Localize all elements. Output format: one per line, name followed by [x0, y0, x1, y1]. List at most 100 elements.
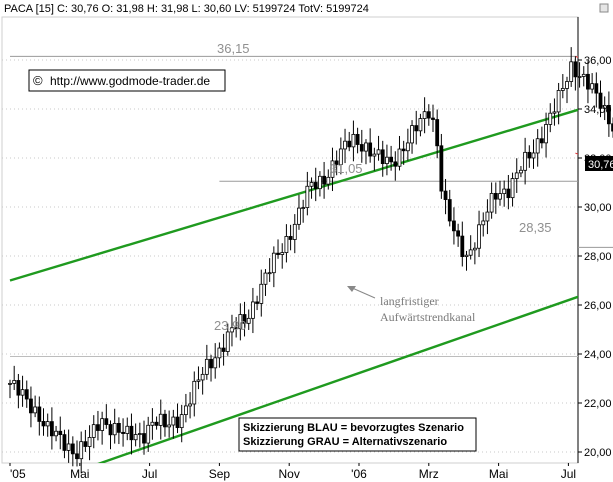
y-tick-label: 24,00 — [584, 349, 612, 361]
candle-body — [519, 169, 523, 174]
candle-body — [251, 301, 255, 319]
candle-body — [456, 230, 461, 237]
candle-body — [8, 382, 12, 385]
x-tick-label: '05 — [10, 467, 26, 481]
y-tick-label: 20,00 — [584, 447, 612, 459]
candle-body — [330, 160, 335, 178]
candle-body — [548, 112, 553, 125]
candle-body — [334, 160, 339, 165]
candle-body — [301, 207, 306, 209]
candle-body — [58, 430, 63, 436]
candle-body — [305, 185, 310, 208]
candle-body — [29, 398, 33, 414]
arrow-head-icon — [347, 286, 356, 292]
candle-body — [37, 406, 42, 422]
candle-body — [150, 421, 155, 426]
candle-body — [594, 83, 599, 94]
candle-body — [79, 441, 84, 460]
candle-body — [481, 220, 486, 226]
candle-body — [112, 423, 117, 436]
candle-body — [368, 142, 373, 157]
candle-body — [573, 61, 578, 78]
candle-body — [581, 73, 586, 77]
candle-body — [271, 252, 276, 274]
x-tick-label: Jul — [142, 467, 157, 481]
x-tick-label: Jul — [561, 467, 576, 481]
candle-body — [565, 81, 569, 89]
candle-body — [498, 193, 502, 200]
candle-body — [137, 433, 142, 435]
last-price-label: 30,76 — [588, 159, 613, 171]
last-price-box — [585, 156, 613, 171]
candle-body — [213, 357, 218, 369]
candle-body — [108, 424, 113, 436]
candle-body — [209, 358, 213, 369]
candle-body — [70, 443, 75, 455]
level-label-mid: 31,05 — [330, 161, 363, 176]
candle-body — [188, 403, 192, 407]
candle-body — [183, 405, 188, 416]
window-corner-icon[interactable] — [599, 3, 609, 13]
watermark-url: http://www.godmode-trader.de — [50, 74, 210, 88]
candle-body — [401, 148, 406, 152]
candle-body — [192, 380, 197, 405]
channel-label-line1: langfristiger — [380, 294, 439, 308]
candle-body — [83, 441, 88, 447]
candle-body — [33, 406, 38, 414]
level-label-target: 28,35 — [519, 220, 552, 235]
candle-body — [502, 188, 507, 194]
candle-body — [393, 161, 398, 167]
y-tick-label: 36,00 — [584, 55, 612, 67]
candle-body — [359, 144, 364, 152]
candle-body — [313, 182, 318, 190]
candle-body — [460, 235, 465, 257]
candle-body — [539, 138, 544, 144]
candle-body — [125, 425, 130, 434]
candle-body — [41, 421, 46, 427]
candle-body — [158, 413, 163, 426]
candle-body — [364, 142, 368, 152]
candle-body — [506, 188, 511, 199]
grid-lines — [2, 59, 582, 453]
x-tick-label: Mai — [70, 467, 89, 481]
candle-body — [410, 125, 414, 144]
candle-body — [531, 152, 536, 159]
candle-body — [16, 380, 21, 396]
price-candles — [8, 47, 613, 474]
level-label-high: 36,15 — [217, 41, 250, 56]
legend-box — [238, 417, 477, 452]
candle-body — [611, 123, 613, 132]
channel-arrow-line — [349, 286, 376, 299]
legend-blue: Skizzierung BLAU = bevorzugtes Szenario — [243, 422, 464, 434]
candle-body — [297, 207, 301, 225]
candle-body — [422, 111, 427, 119]
candle-body — [221, 347, 226, 352]
candle-body — [217, 347, 222, 359]
candle-body — [238, 314, 243, 330]
candle-body — [204, 358, 209, 375]
candle-body — [443, 190, 448, 200]
candle-body — [355, 133, 360, 145]
candle-body — [96, 424, 100, 431]
candle-body — [54, 430, 58, 437]
level-lines — [10, 55, 613, 357]
header-info: PACA [15] C: 30,76 O: 31,98 H: 31,98 L: … — [4, 3, 369, 15]
channel-label-line2: Aufwärtstrendkanal — [380, 310, 476, 324]
candle-body — [20, 389, 25, 396]
candle-body — [129, 425, 134, 441]
y-tick-label: 30,00 — [584, 202, 612, 214]
candle-body — [263, 272, 268, 285]
candle-body — [586, 73, 590, 90]
candle-body — [230, 327, 234, 333]
candle-body — [255, 301, 259, 304]
candle-body — [225, 331, 230, 352]
y-tick-label: 28,00 — [584, 251, 612, 263]
y-tick-label: 34,00 — [584, 104, 612, 116]
candle-body — [276, 252, 280, 255]
y-tick-label: 26,00 — [584, 300, 612, 312]
copyright-icon: © — [33, 73, 43, 88]
watermark-box — [28, 69, 226, 92]
trend-channel-line — [97, 295, 578, 463]
